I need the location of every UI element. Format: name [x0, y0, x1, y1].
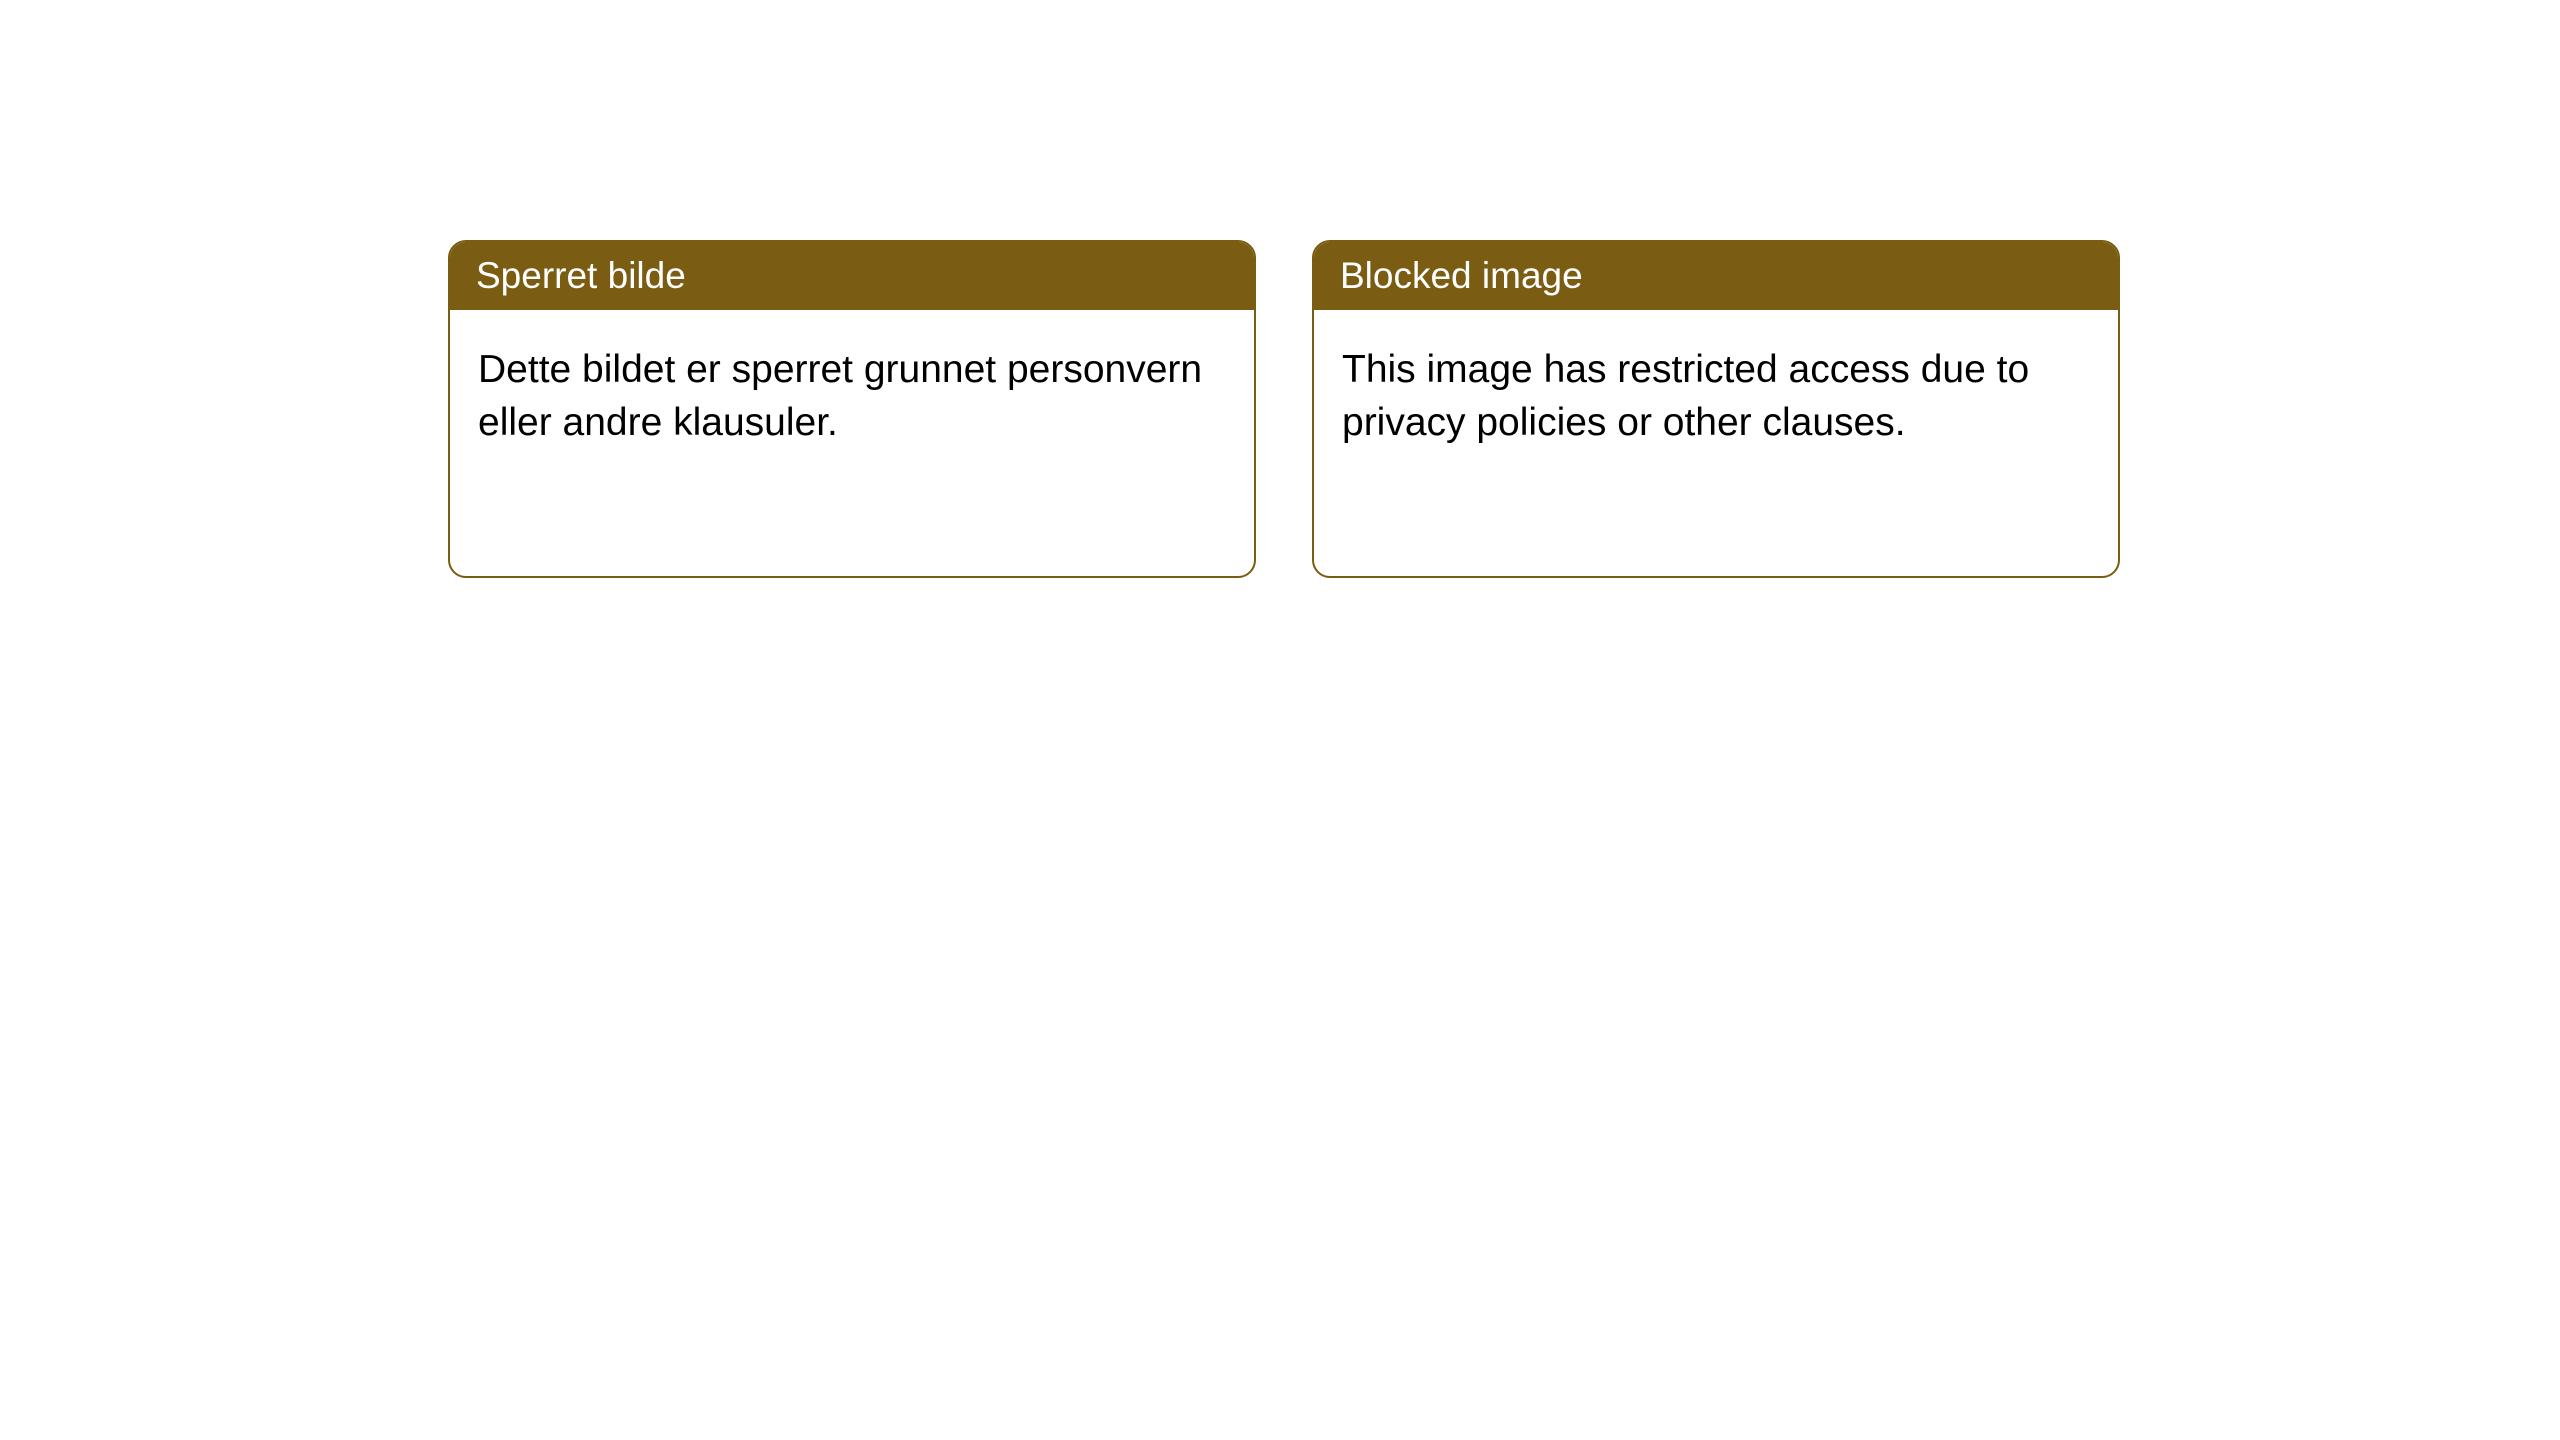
- notice-body: This image has restricted access due to …: [1314, 310, 2118, 483]
- notice-card-english: Blocked image This image has restricted …: [1312, 240, 2120, 578]
- notice-body: Dette bildet er sperret grunnet personve…: [450, 310, 1254, 483]
- notice-header: Sperret bilde: [450, 242, 1254, 310]
- notice-container: Sperret bilde Dette bildet er sperret gr…: [0, 0, 2560, 578]
- notice-card-norwegian: Sperret bilde Dette bildet er sperret gr…: [448, 240, 1256, 578]
- notice-header: Blocked image: [1314, 242, 2118, 310]
